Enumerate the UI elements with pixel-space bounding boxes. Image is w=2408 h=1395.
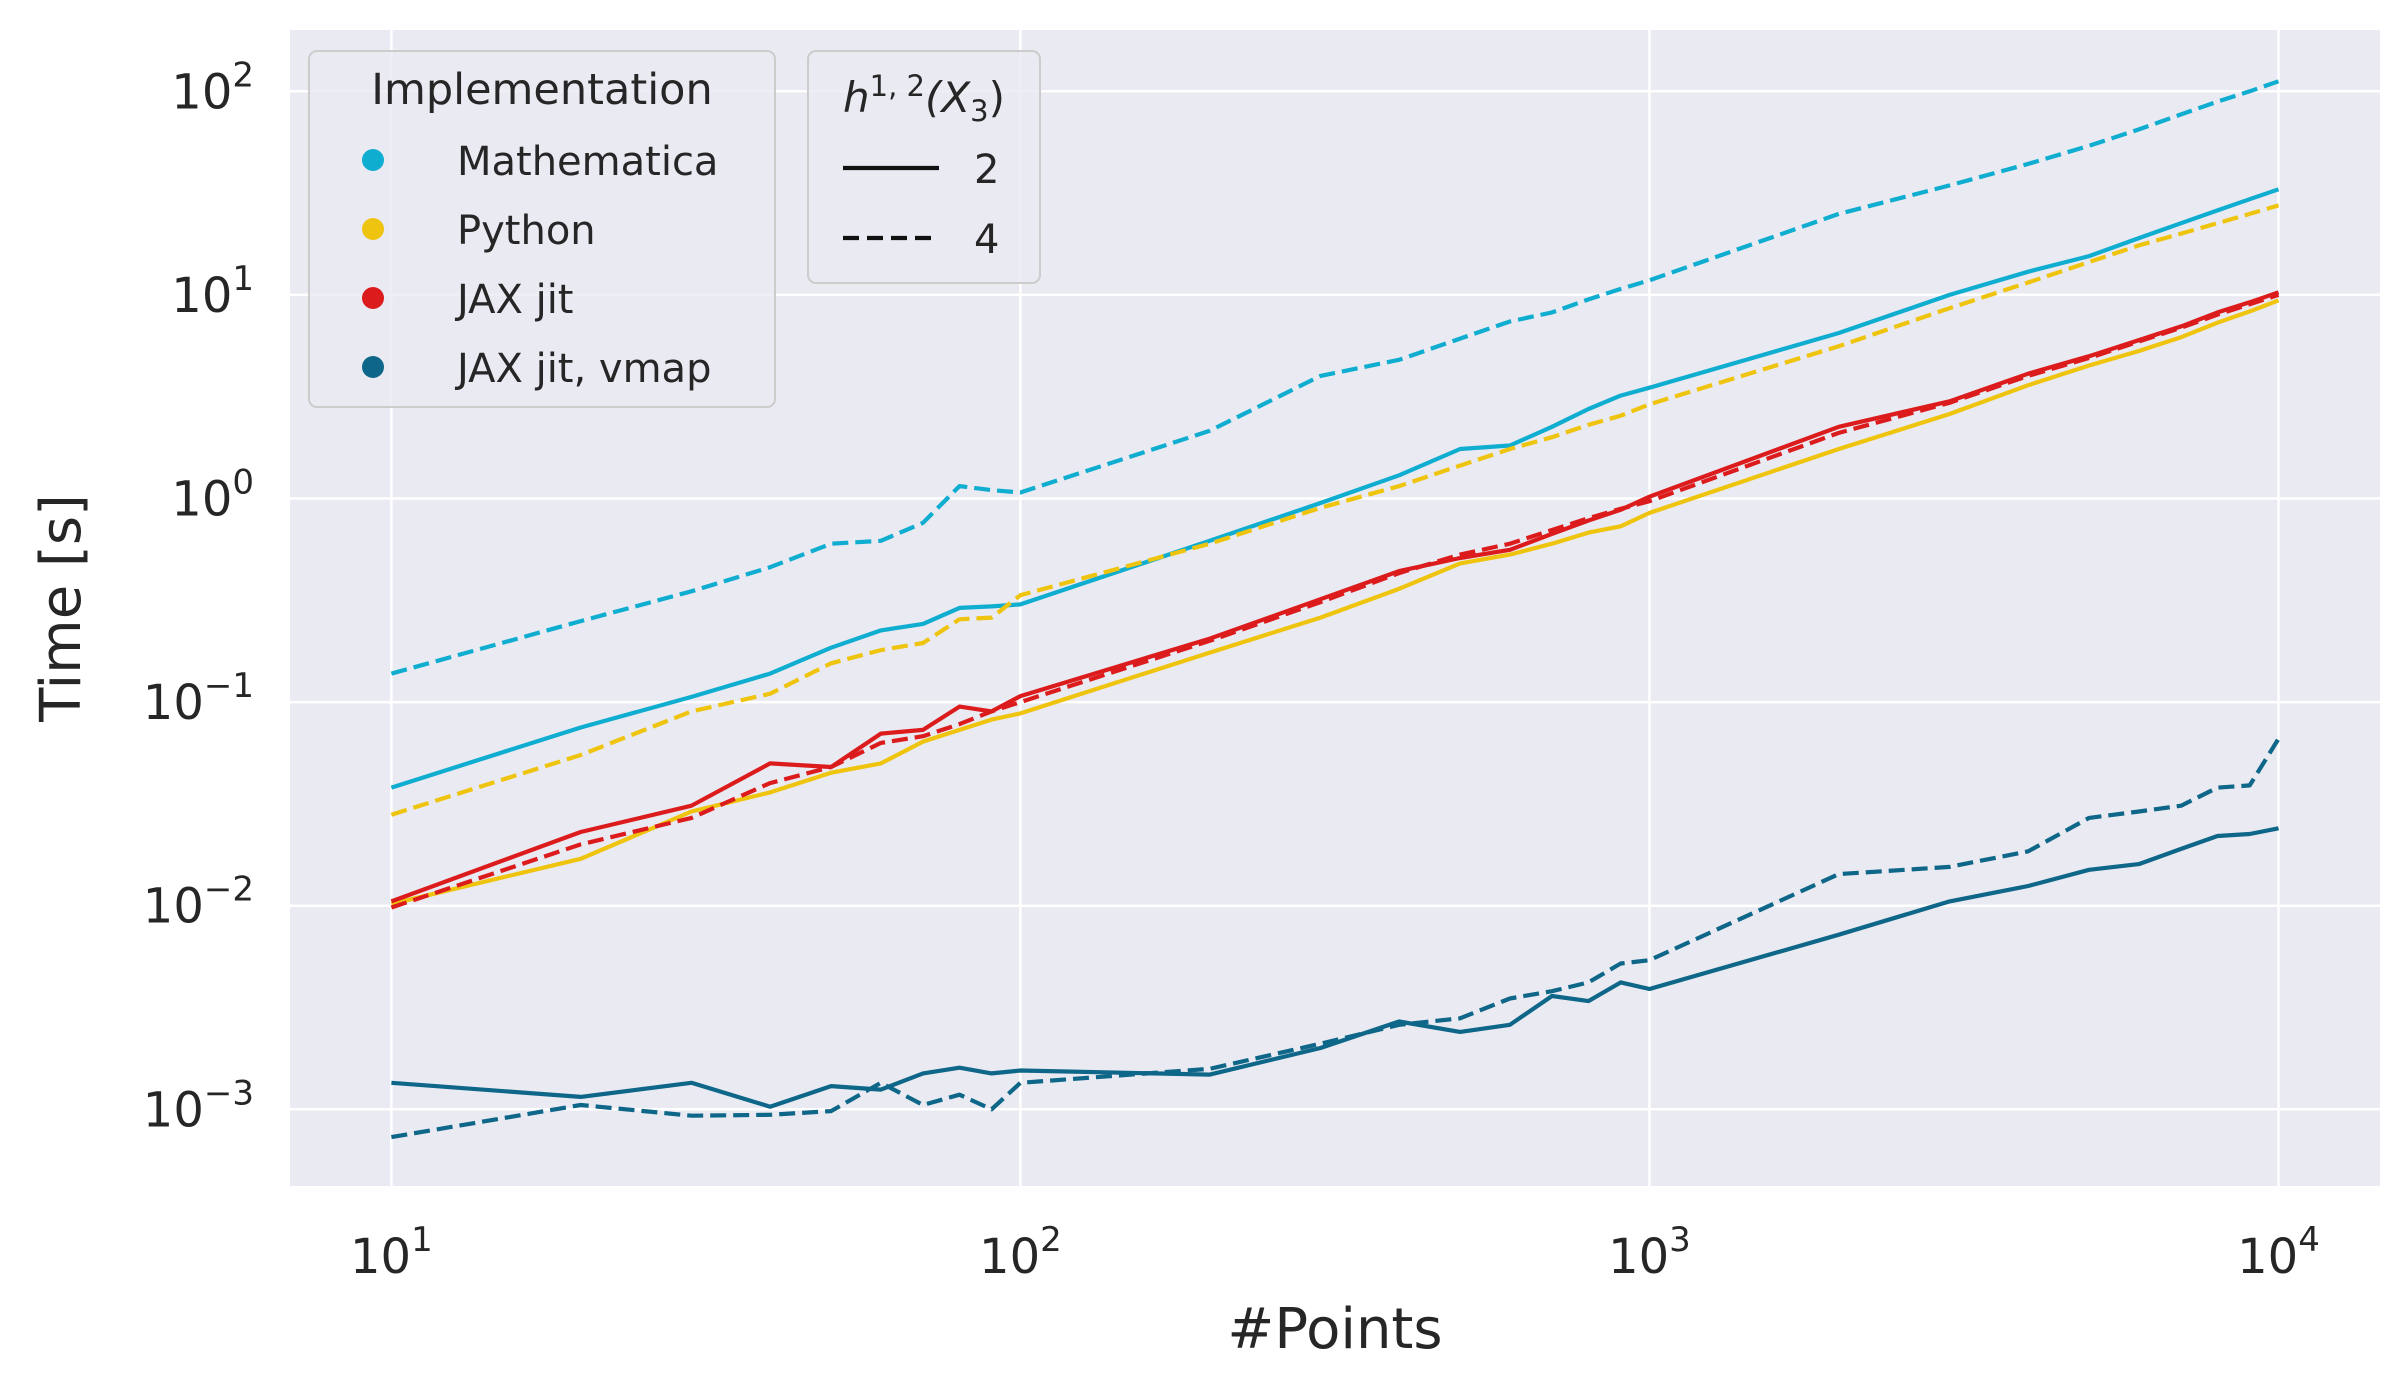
legend-label-h2: 2 bbox=[974, 147, 999, 193]
legend-h-title-paren: (X bbox=[925, 73, 971, 122]
legend-h-title: h1, 2(X3) bbox=[843, 69, 1005, 128]
series-line-jax-jit-h4 bbox=[390, 292, 2280, 910]
legend-label-mathematica: Mathematica bbox=[457, 139, 718, 185]
x-tick-label: 101 bbox=[350, 1220, 433, 1285]
legend-label-jax-jit-vmap: JAX jit, vmap bbox=[454, 346, 711, 392]
x-tick-label: 102 bbox=[979, 1220, 1062, 1285]
y-tick-label: 10−3 bbox=[143, 1073, 254, 1138]
legend-h-title-sub: 3 bbox=[970, 94, 988, 128]
series-line-jax-jit-h2 bbox=[390, 290, 2280, 904]
legend-implementation-frame bbox=[308, 50, 776, 408]
x-tick-label: 104 bbox=[2237, 1220, 2320, 1285]
legend-label-h4: 4 bbox=[974, 217, 999, 263]
legend-marker-mathematica bbox=[362, 149, 384, 171]
legend-marker-jax-jit bbox=[362, 287, 384, 309]
series-line-mathematica-h4 bbox=[390, 79, 2280, 676]
x-axis-label: #Points bbox=[1227, 1297, 1442, 1362]
y-tick-label: 10−1 bbox=[143, 666, 254, 731]
legend-implementation: Implementation Mathematica Python JAX jit J… bbox=[308, 50, 776, 408]
legend-implementation-title: Implementation bbox=[371, 65, 712, 115]
tick-labels: 101 102 103 104 10−3 10−2 10−1 100 101 102 bbox=[143, 55, 2320, 1285]
series-line-mathematica-h2 bbox=[390, 187, 2280, 790]
series-line-jax-jit-vmap-h2 bbox=[391, 826, 2279, 1109]
legend-marker-python bbox=[362, 218, 384, 240]
series-lines bbox=[390, 79, 2281, 1140]
legend-marker-jax-jit-vmap bbox=[362, 356, 384, 378]
legend-label-jax-jit: JAX jit bbox=[454, 277, 573, 323]
x-tick-label: 103 bbox=[1608, 1220, 1691, 1285]
legend-label-python: Python bbox=[457, 208, 596, 254]
legend-h-title-sup: 1, 2 bbox=[870, 69, 925, 103]
y-axis-label: Time [s] bbox=[29, 494, 94, 723]
y-tick-label: 10−2 bbox=[143, 870, 254, 935]
y-tick-label: 101 bbox=[171, 259, 254, 324]
series-line-python-h2 bbox=[390, 298, 2280, 906]
series-line-jax-jit-vmap-h4 bbox=[391, 737, 2281, 1140]
y-tick-label: 100 bbox=[171, 462, 254, 527]
legend-h-title-base: h bbox=[843, 73, 870, 122]
series-line-python-h4 bbox=[390, 203, 2280, 817]
legend-h-title-close: ) bbox=[989, 73, 1005, 122]
y-tick-label: 102 bbox=[171, 55, 254, 120]
legend-h: h1, 2(X3) 2 4 bbox=[807, 50, 1041, 284]
